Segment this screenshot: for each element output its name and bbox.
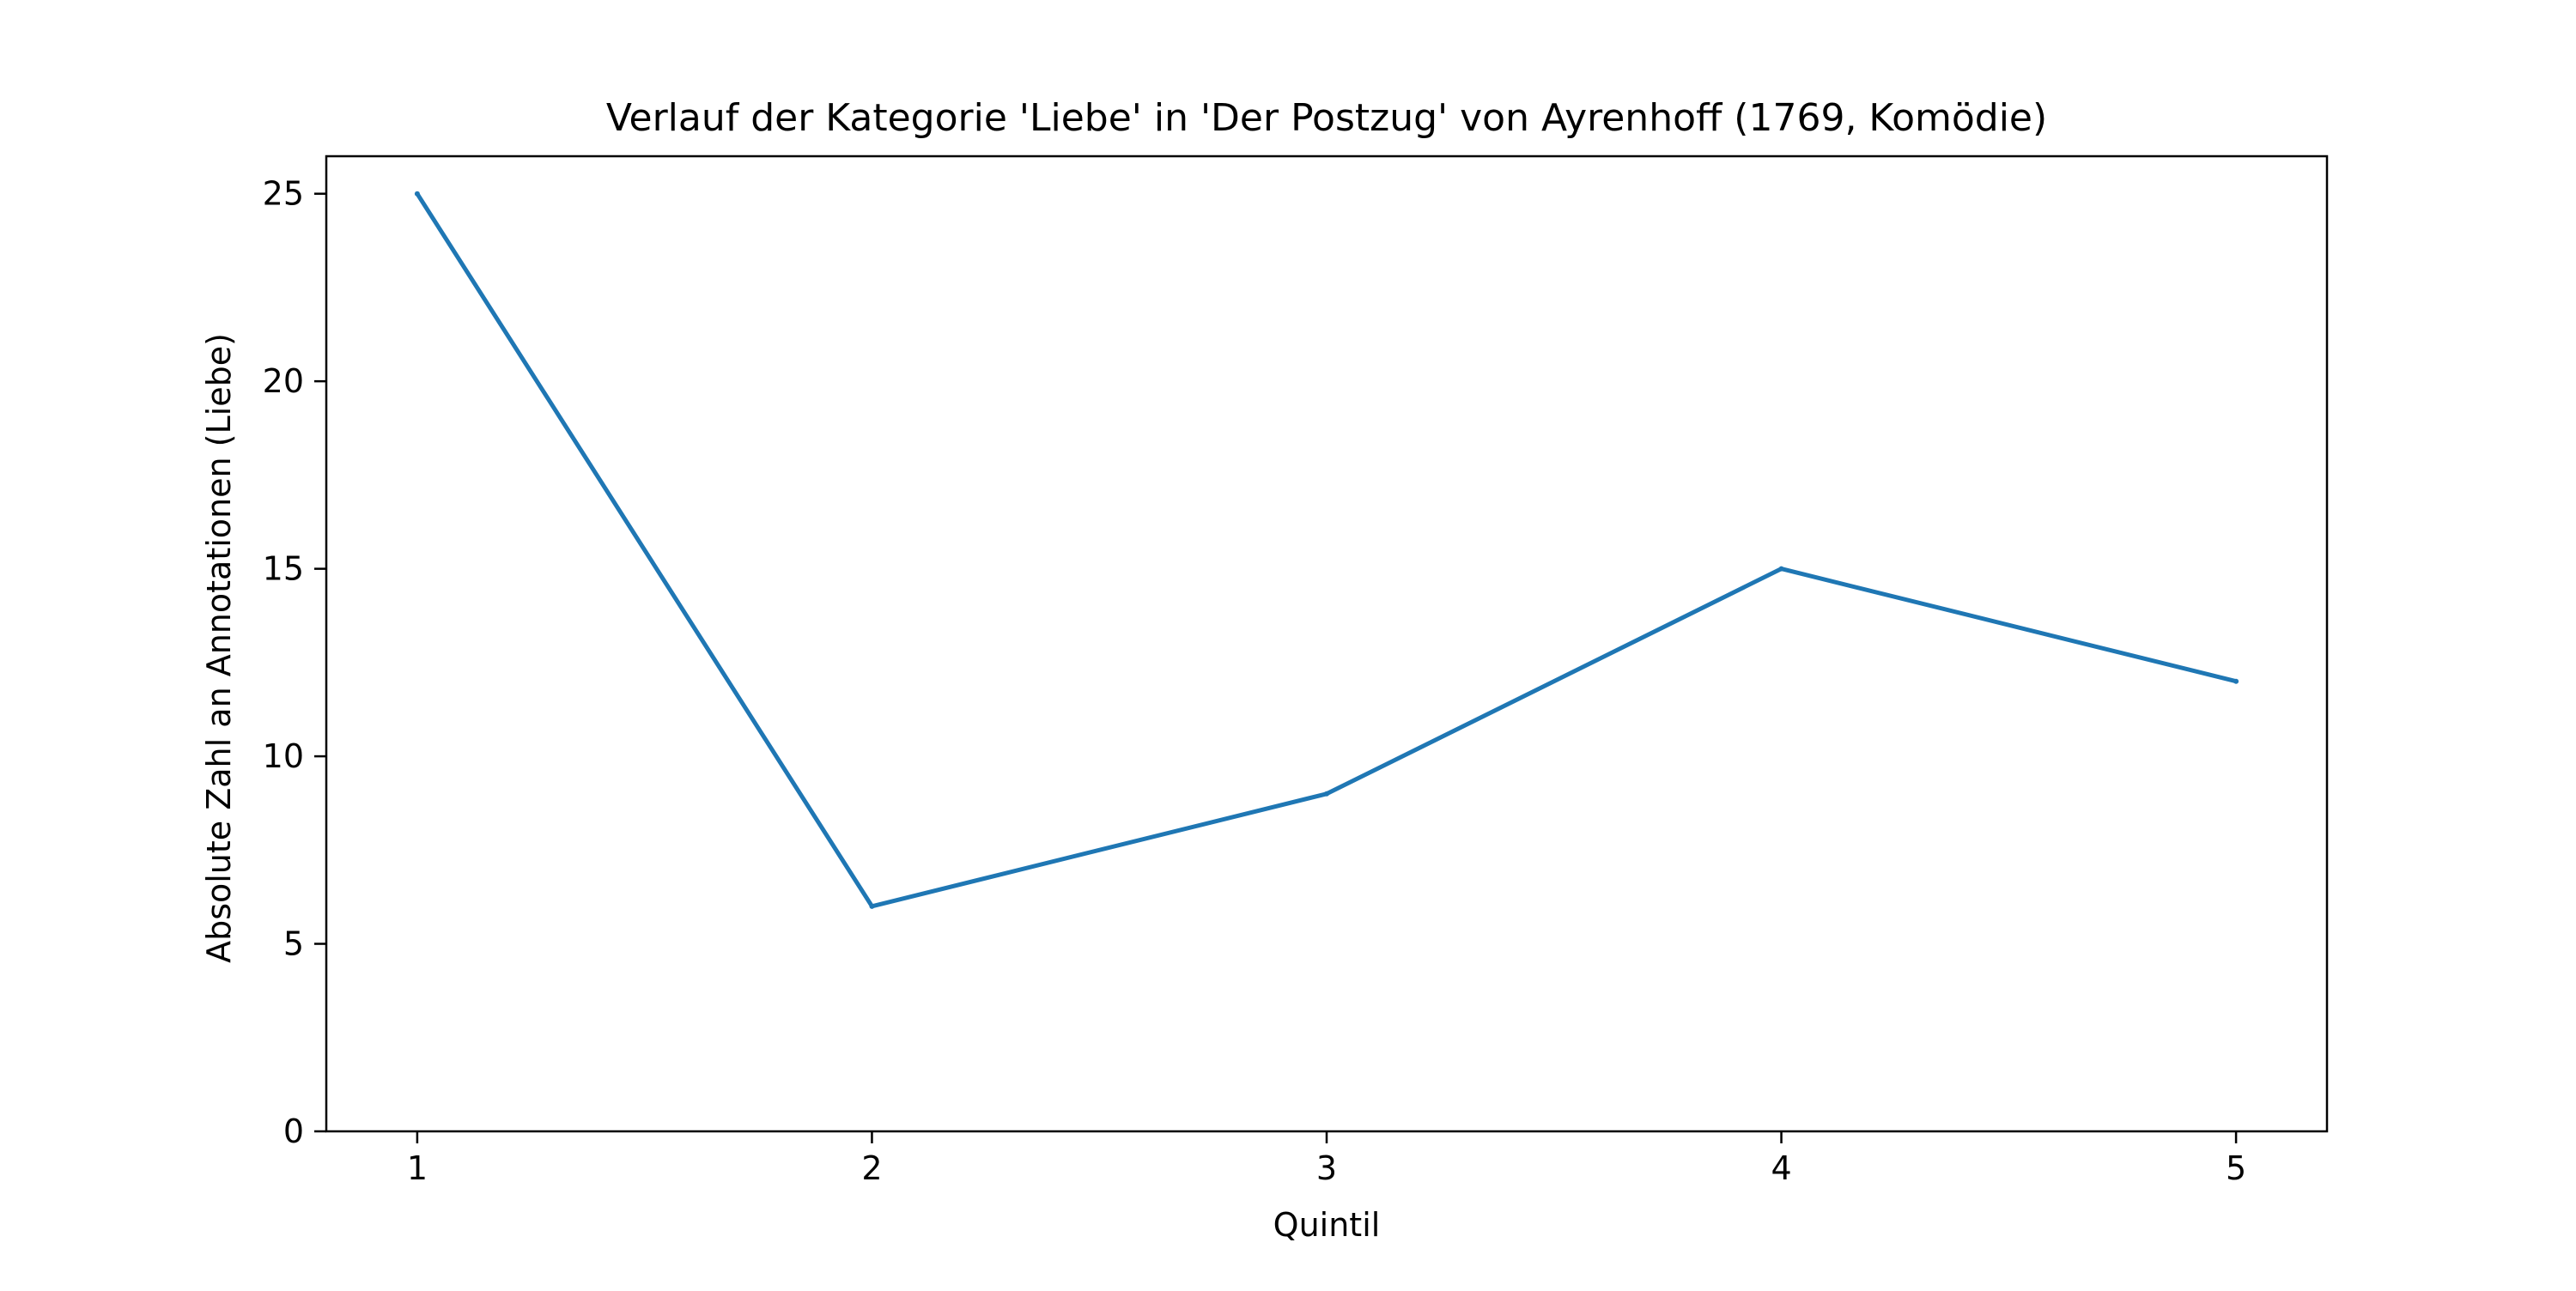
y-tick-label: 10 <box>263 737 304 775</box>
y-tick-label: 5 <box>283 925 304 963</box>
plot-frame <box>325 155 2329 1133</box>
y-tick-label: 0 <box>283 1112 304 1150</box>
plot-area <box>414 191 2239 909</box>
x-axis-label: Quintil <box>1273 1206 1381 1244</box>
y-tick-label: 15 <box>263 550 304 588</box>
y-tick-label: 25 <box>263 175 304 213</box>
data-point <box>2233 678 2239 684</box>
data-point <box>869 903 875 909</box>
x-tick-label: 1 <box>407 1149 428 1187</box>
y-axis-label: Absolute Zahl an Annotationen (Liebe) <box>200 333 238 963</box>
chart-title: Verlauf der Kategorie 'Liebe' in 'Der Po… <box>606 96 2047 140</box>
data-point <box>414 191 420 197</box>
x-tick-label: 4 <box>1771 1149 1791 1187</box>
x-tick-label: 2 <box>861 1149 882 1187</box>
y-axis: 0 5 10 15 20 25 <box>263 175 326 1150</box>
series-line-0 <box>415 192 2237 909</box>
y-tick-label: 20 <box>263 362 304 400</box>
x-axis: 1 2 3 4 5 <box>407 1131 2246 1187</box>
x-tick-label: 5 <box>2226 1149 2246 1187</box>
data-point <box>1324 791 1329 797</box>
x-tick-label: 3 <box>1316 1149 1337 1187</box>
data-point <box>1778 566 1784 572</box>
